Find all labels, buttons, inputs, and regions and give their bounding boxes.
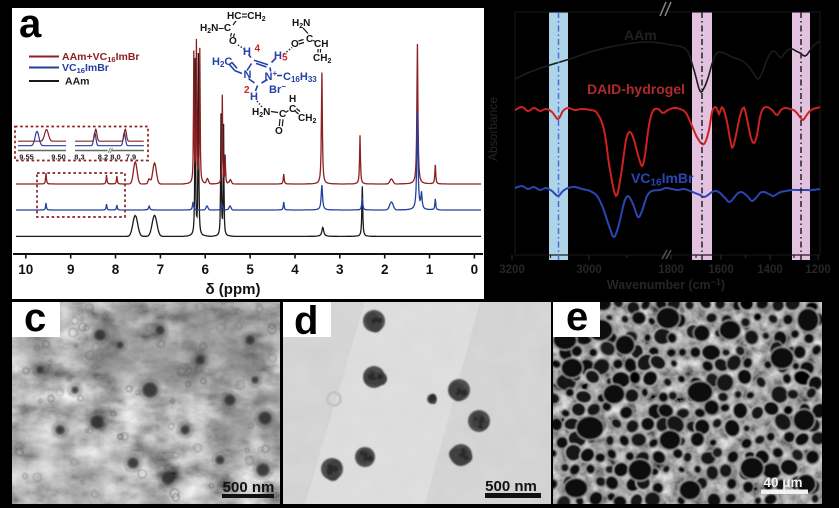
svg-text:H: H [289, 94, 296, 105]
svg-text:O: O [291, 39, 299, 50]
svg-text:5: 5 [282, 53, 288, 64]
svg-text:C: C [306, 34, 313, 45]
svg-text:7.9: 7.9 [126, 153, 136, 162]
svg-text:N: N [244, 69, 252, 81]
svg-text:500 nm: 500 nm [223, 479, 275, 496]
svg-text:1800: 1800 [658, 264, 684, 276]
svg-text:c: c [24, 296, 46, 340]
svg-text:DAID-hydrogel: DAID-hydrogel [587, 81, 685, 97]
svg-text:40 μm: 40 μm [763, 475, 802, 490]
svg-text:CH2: CH2 [298, 113, 316, 125]
svg-text:H2C: H2C [212, 56, 232, 69]
svg-text:O: O [229, 36, 237, 47]
svg-text:1200: 1200 [805, 264, 831, 276]
svg-text:H2N–C: H2N–C [200, 23, 231, 35]
svg-text:H: H [243, 46, 251, 58]
svg-text:5: 5 [246, 262, 254, 277]
svg-text:δ (ppm): δ (ppm) [206, 281, 261, 298]
svg-text:Absorbance: Absorbance [486, 97, 500, 161]
svg-text:1: 1 [426, 262, 434, 277]
svg-text:6: 6 [201, 262, 209, 277]
svg-text:H: H [274, 50, 282, 62]
svg-text:3000: 3000 [576, 264, 602, 276]
svg-text:2: 2 [381, 262, 389, 277]
svg-text:1400: 1400 [757, 264, 783, 276]
svg-text:Wavenumber (cm−1): Wavenumber (cm−1) [607, 277, 725, 292]
svg-text:0: 0 [471, 262, 479, 277]
svg-text:8.2: 8.2 [98, 153, 108, 162]
svg-text:CH: CH [314, 39, 328, 50]
svg-text:AAm: AAm [65, 76, 90, 88]
svg-text:H: H [250, 91, 258, 103]
svg-text:3200: 3200 [499, 264, 525, 276]
svg-text:4: 4 [291, 262, 299, 277]
svg-text:9: 9 [67, 262, 75, 277]
svg-text:8: 8 [112, 262, 120, 277]
svg-text:10: 10 [18, 262, 33, 277]
svg-text:C16H33: C16H33 [283, 71, 317, 84]
svg-text:H2N: H2N [292, 18, 310, 30]
svg-text:AAm+VC16ImBr: AAm+VC16ImBr [62, 51, 140, 64]
svg-text:C: C [289, 104, 296, 115]
svg-text:500 nm: 500 nm [485, 478, 537, 495]
svg-text:9.50: 9.50 [51, 153, 66, 162]
svg-text:C: C [279, 109, 286, 120]
svg-text:d: d [294, 299, 318, 343]
svg-text:9.55: 9.55 [19, 153, 34, 162]
svg-text:8.0: 8.0 [110, 153, 120, 162]
svg-text:e: e [566, 295, 588, 339]
svg-text:2: 2 [244, 85, 250, 96]
svg-text:CH2: CH2 [313, 53, 331, 65]
svg-text:VC16ImBr: VC16ImBr [62, 62, 109, 75]
svg-text:8.3: 8.3 [74, 153, 84, 162]
svg-text:3: 3 [336, 262, 344, 277]
svg-text:7: 7 [157, 262, 165, 277]
svg-text:VC16ImBr: VC16ImBr [631, 170, 694, 189]
svg-text:4: 4 [255, 44, 261, 55]
svg-text:H2N: H2N [252, 107, 270, 119]
svg-text:O: O [275, 126, 283, 137]
svg-text:AAm: AAm [624, 27, 657, 43]
svg-text:a: a [19, 2, 42, 46]
svg-text:HC=CH2: HC=CH2 [227, 11, 266, 23]
svg-text:1600: 1600 [708, 264, 734, 276]
